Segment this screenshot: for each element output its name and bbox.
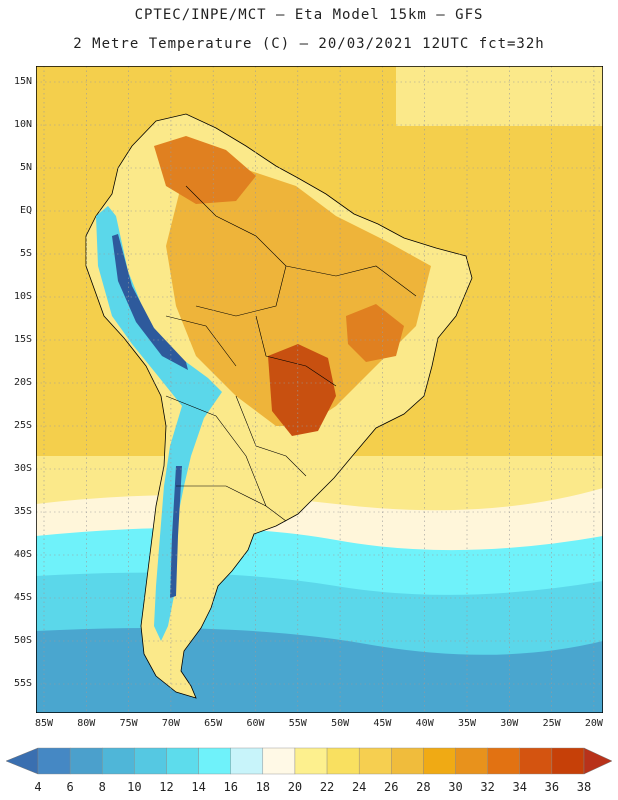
latitude-label: 10N xyxy=(13,119,32,130)
colorbar-level-label: 32 xyxy=(480,780,495,794)
longitude-label: 60W xyxy=(246,718,265,729)
longitude-label: 70W xyxy=(161,718,180,729)
colorbar-swatch xyxy=(166,747,199,775)
colorbar-level-label: 16 xyxy=(223,780,238,794)
latitude-label: 25S xyxy=(13,420,32,431)
colorbar xyxy=(5,747,613,775)
longitude-label: 35W xyxy=(457,718,477,729)
latitude-label: 30S xyxy=(13,463,32,474)
colorbar-swatch xyxy=(69,747,103,775)
latitude-label: 20S xyxy=(13,377,32,388)
colorbar-level-label: 10 xyxy=(127,780,142,794)
colorbar-level-label: 34 xyxy=(512,780,527,794)
longitude-label: 75W xyxy=(119,718,138,729)
longitude-label: 85W xyxy=(34,718,54,729)
hot-spot-east xyxy=(346,304,404,362)
colorbar-level-label: 18 xyxy=(255,780,271,794)
colorbar-swatch xyxy=(326,747,360,775)
lat-lon-grid xyxy=(36,66,603,713)
colorbar-level-label: 30 xyxy=(448,780,463,794)
latitude-label: 10S xyxy=(13,291,32,302)
hot-spot-central xyxy=(268,344,336,436)
colorbar-level-label: 14 xyxy=(191,780,206,794)
colorbar-level-label: 20 xyxy=(287,780,303,794)
latitude-label: 55S xyxy=(13,678,32,689)
colorbar-swatch xyxy=(37,747,71,775)
longitude-label: 50W xyxy=(331,718,350,729)
map-title: CPTEC/INPE/MCT – Eta Model 15km – GFS xyxy=(134,7,484,23)
colorbar-swatch xyxy=(294,747,328,775)
latitude-label: 35S xyxy=(13,506,32,517)
colorbar-min-arrow xyxy=(5,747,39,775)
colorbar-swatch xyxy=(487,747,520,775)
colorbar-swatch xyxy=(455,747,488,775)
latitude-label: 45S xyxy=(13,592,32,603)
latitude-label: 50S xyxy=(13,635,32,646)
longitude-label: 40W xyxy=(415,718,434,729)
latitude-label: 15S xyxy=(13,334,32,345)
colorbar-level-label: 12 xyxy=(159,780,174,794)
temperature-map[interactable] xyxy=(36,66,603,713)
colorbar-level-label: 28 xyxy=(416,780,431,794)
colorbar-max-arrow xyxy=(583,747,613,775)
colorbar-level-label: 24 xyxy=(351,780,367,794)
latitude-label: 5N xyxy=(19,162,32,173)
colorbar-level-label: 4 xyxy=(34,780,42,794)
ocean-pale-north xyxy=(396,66,603,126)
colorbar-level-label: 22 xyxy=(319,780,335,794)
colorbar-level-label: 26 xyxy=(384,780,399,794)
colorbar-swatch xyxy=(198,747,231,775)
colorbar-swatch xyxy=(262,747,296,775)
map-subtitle: 2 Metre Temperature (C) – 20/03/2021 12U… xyxy=(73,36,545,52)
latitude-label: 15N xyxy=(13,76,32,87)
longitude-label: 65W xyxy=(204,718,223,729)
colorbar-swatch xyxy=(230,747,264,775)
longitude-label: 30W xyxy=(500,718,519,729)
colorbar-level-label: 6 xyxy=(66,780,74,794)
latitude-label: 5S xyxy=(19,248,32,259)
longitude-label: 45W xyxy=(373,718,392,729)
latitude-label: 40S xyxy=(13,549,32,560)
colorbar-level-label: 8 xyxy=(98,780,106,794)
longitude-label: 55W xyxy=(288,718,307,729)
colorbar-swatch xyxy=(358,747,392,775)
longitude-label: 20W xyxy=(584,718,603,729)
country-borders xyxy=(165,185,417,522)
colorbar-level-label: 38 xyxy=(576,780,592,794)
hot-spot-north xyxy=(154,136,256,204)
andes-cold-core xyxy=(112,234,188,598)
colorbar-level-label: 36 xyxy=(544,780,560,794)
colorbar-swatch xyxy=(423,747,456,775)
colorbar-swatch xyxy=(519,747,553,775)
colorbar-swatch xyxy=(102,747,135,775)
longitude-label: 80W xyxy=(77,718,96,729)
latitude-label: EQ xyxy=(19,205,32,216)
colorbar-swatch xyxy=(551,747,585,775)
andes-cold-strip xyxy=(96,206,222,641)
longitude-label: 25W xyxy=(542,718,561,729)
colorbar-swatch xyxy=(134,747,167,775)
colorbar-swatch xyxy=(391,747,424,775)
